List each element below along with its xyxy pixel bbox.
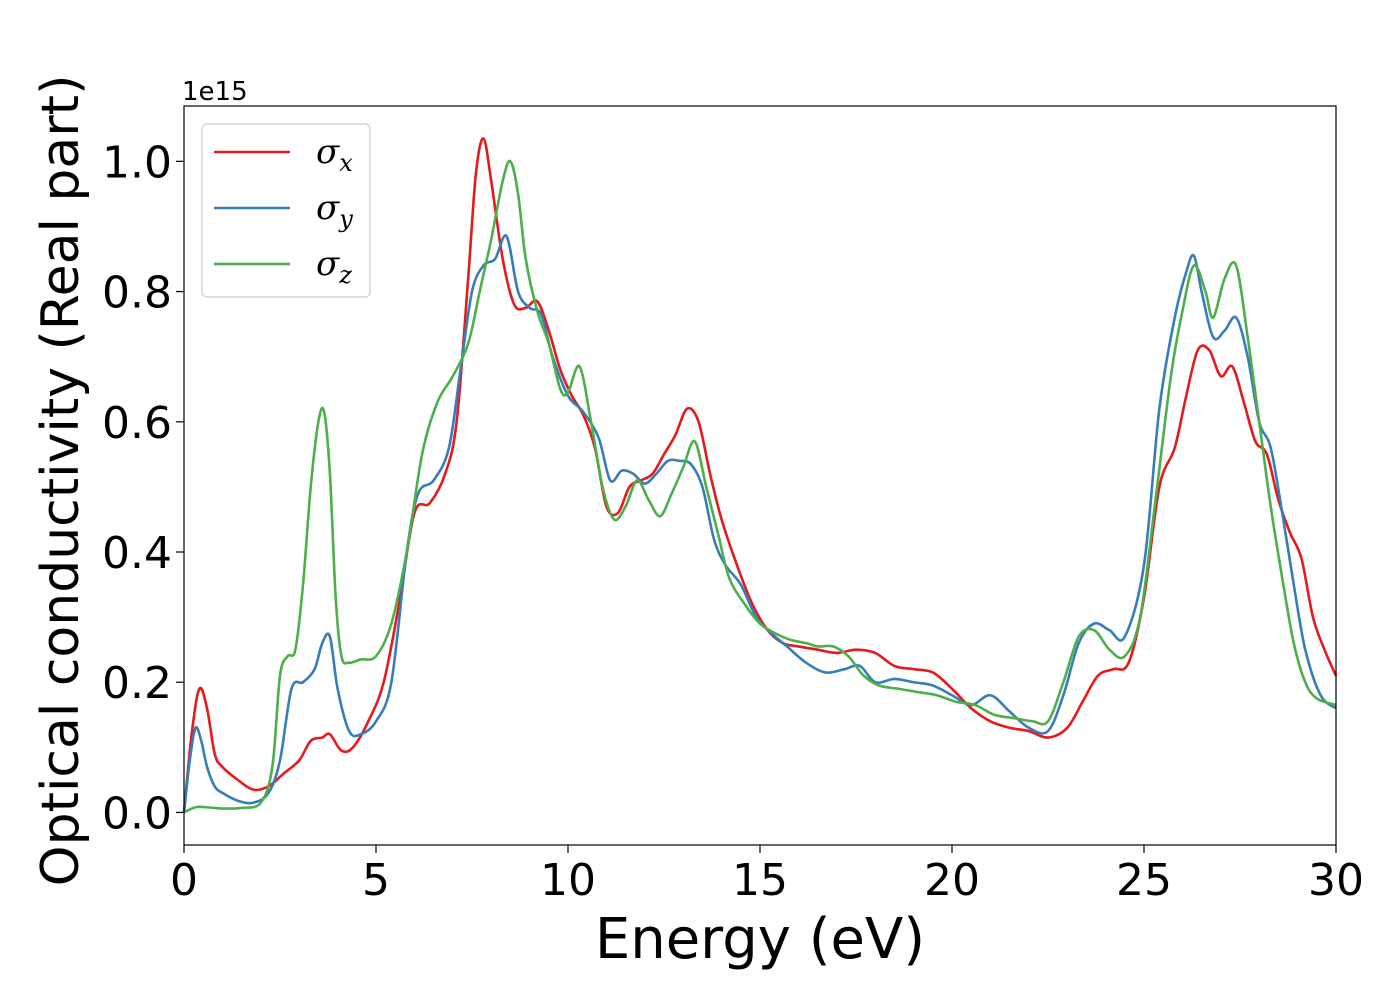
plot-lines: [182, 137, 1338, 814]
x-tick-label: 25: [1116, 855, 1172, 906]
y-axis-title: Optical conductivity (Real part): [31, 75, 91, 887]
y-offset-label: 1e15: [182, 77, 248, 107]
y-tick-label: 0.4: [102, 528, 172, 579]
legend-label: σy: [316, 188, 353, 233]
legend-box: [201, 123, 371, 298]
x-axis-title: Energy (eV): [595, 907, 925, 972]
x-tick-label: 0: [170, 855, 198, 906]
series-sigma-x-line: [182, 137, 1338, 813]
x-tick-label: 30: [1308, 855, 1364, 906]
legend: σx σy σz: [201, 123, 371, 298]
y-tick-label: 1.0: [102, 137, 172, 188]
x-tick-label: 5: [362, 855, 390, 906]
ticks: 0 5 10 15 20 25 30 0.0 0.2 0.4 0.6 0.8 1.0: [102, 137, 1364, 906]
legend-label: σz: [316, 244, 352, 289]
y-tick-label: 0.6: [102, 398, 172, 449]
x-tick-label: 15: [732, 855, 788, 906]
x-tick-label: 20: [924, 855, 980, 906]
x-tick-label: 10: [540, 855, 596, 906]
y-tick-label: 0.8: [102, 268, 172, 319]
y-tick-label: 0.0: [102, 788, 172, 839]
series-sigma-z-line: [183, 159, 1337, 814]
legend-label: σx: [316, 132, 353, 177]
y-tick-label: 0.2: [102, 658, 172, 709]
series-sigma-y-line: [182, 234, 1337, 813]
